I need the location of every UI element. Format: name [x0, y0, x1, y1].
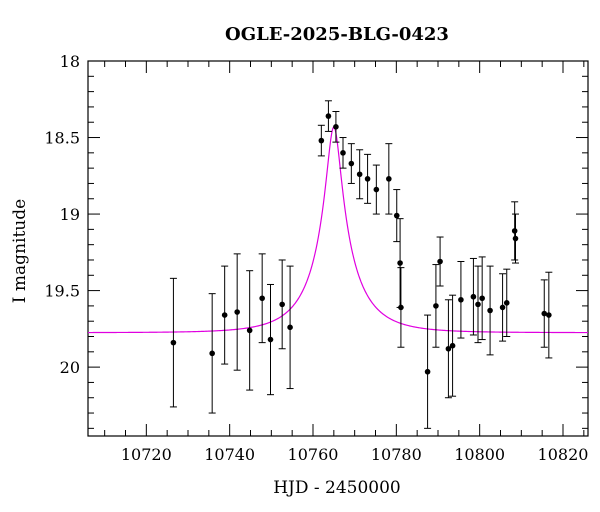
- data-point: [170, 339, 177, 346]
- model-curve: [88, 125, 588, 334]
- data-point: [487, 307, 493, 314]
- data-point: [499, 304, 506, 311]
- x-tick-label: 10820: [538, 445, 589, 464]
- data-point: [318, 137, 325, 144]
- data-point: [364, 176, 371, 182]
- data-point: [437, 258, 443, 265]
- data-point: [397, 260, 403, 266]
- data-point: [333, 124, 339, 130]
- data-point: [479, 295, 485, 302]
- y-tick-label: 19: [60, 205, 80, 224]
- chart-title: OGLE-2025-BLG-0423: [225, 24, 449, 45]
- data-point: [398, 304, 404, 311]
- data-point: [373, 186, 380, 193]
- data-point: [433, 303, 439, 309]
- y-tick-label: 19.5: [44, 282, 80, 301]
- x-axis-label: HJD - 2450000: [273, 478, 401, 498]
- data-point: [512, 235, 519, 242]
- data-point: [386, 176, 392, 182]
- data-point: [279, 301, 285, 308]
- data-point: [445, 345, 452, 352]
- x-tick-label: 10720: [121, 445, 172, 464]
- x-tick-label: 10800: [454, 445, 505, 464]
- data-point: [234, 309, 240, 315]
- data-point: [449, 342, 456, 349]
- data-point: [209, 350, 215, 357]
- y-tick-label: 18: [60, 52, 80, 71]
- data-point: [348, 160, 355, 167]
- data-point: [221, 312, 228, 318]
- data-point: [325, 113, 332, 119]
- data-point: [356, 171, 363, 178]
- data-point: [267, 336, 274, 343]
- y-tick-label: 20: [60, 358, 80, 377]
- data-point: [546, 312, 552, 318]
- x-tick-label: 10740: [204, 445, 255, 464]
- data-point: [287, 324, 293, 331]
- data-point: [503, 300, 510, 306]
- data-point: [470, 293, 477, 300]
- y-axis-label: I magnitude: [10, 199, 30, 303]
- data-point: [340, 150, 346, 156]
- data-point: [475, 301, 481, 308]
- x-tick-label: 10760: [288, 445, 339, 464]
- y-tick-label: 18.5: [44, 129, 80, 148]
- data-point: [511, 228, 518, 234]
- plot-frame: [87, 60, 589, 437]
- data-point: [458, 296, 464, 303]
- data-point: [541, 310, 548, 317]
- x-tick-label: 10780: [371, 445, 422, 464]
- data-point: [259, 295, 265, 302]
- plot-area: 10720 10740 10760 10780 10800 10820 18 18.5 19 19…: [44, 52, 589, 464]
- data-point: [246, 327, 253, 334]
- data-point: [424, 368, 431, 375]
- data-point: [393, 212, 400, 219]
